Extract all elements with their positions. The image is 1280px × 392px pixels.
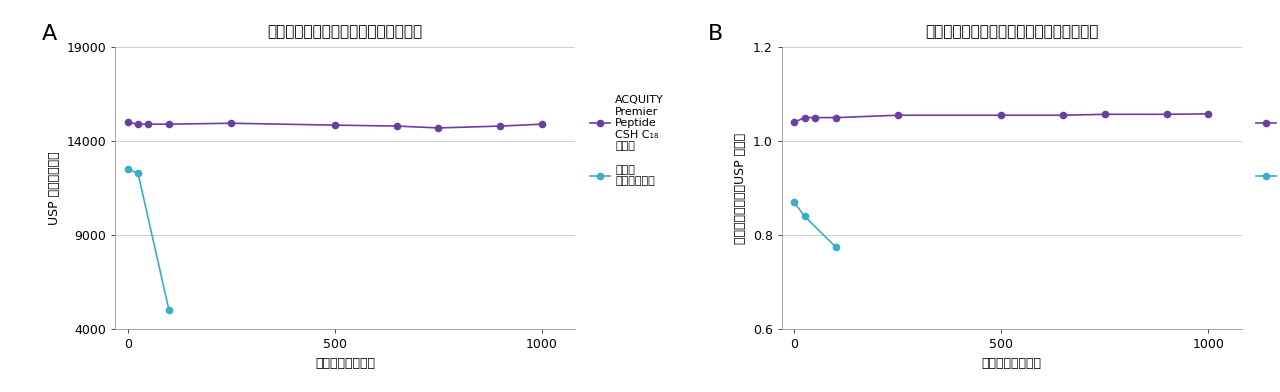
Title: 高圧サイクルによるカラム効率の変化: 高圧サイクルによるカラム効率の変化 (268, 24, 422, 39)
Y-axis label: テーリング係数（USP 準拠）: テーリング係数（USP 準拠） (735, 132, 748, 244)
Title: 高圧サイクルによるテーリング係数の変化: 高圧サイクルによるテーリング係数の変化 (925, 24, 1098, 39)
X-axis label: 高圧サイクル回数: 高圧サイクル回数 (315, 357, 375, 370)
Y-axis label: USP プレート効率: USP プレート効率 (47, 151, 61, 225)
X-axis label: 高圧サイクル回数: 高圧サイクル回数 (982, 357, 1042, 370)
Text: B: B (708, 24, 723, 44)
Legend: ACQUITY
Premier
Peptide
CSH C₁₈
カラム, 他社製
チタンカラム: ACQUITY Premier Peptide CSH C₁₈ カラム, 他社製… (590, 95, 664, 186)
Legend: ACQUITY
Premier
Peptide
CSH C₁₈
カラム, 他社製
チタンカラム: ACQUITY Premier Peptide CSH C₁₈ カラム, 他社製… (1257, 95, 1280, 186)
Text: A: A (42, 24, 56, 44)
